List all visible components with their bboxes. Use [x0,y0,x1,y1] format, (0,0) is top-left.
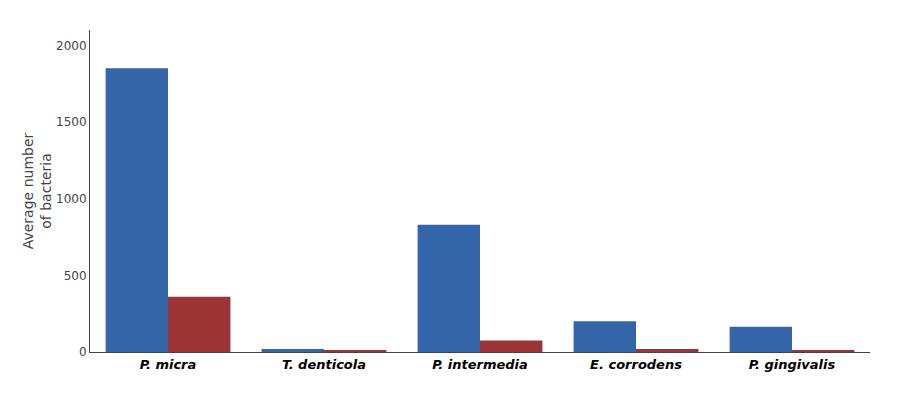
svg-text:0: 0 [79,345,87,359]
svg-text:1500: 1500 [56,115,87,129]
svg-text:500: 500 [64,269,87,283]
svg-text:E. corrodens: E. corrodens [590,357,682,372]
svg-text:T. denticola: T. denticola [282,357,366,372]
svg-text:1000: 1000 [56,192,87,206]
svg-text:P. micra: P. micra [140,357,197,372]
svg-text:P. gingivalis: P. gingivalis [749,357,836,372]
svg-text:P. intermedia: P. intermedia [432,357,528,372]
svg-text:Average numberof bacteria: Average numberof bacteria [20,132,54,249]
svg-text:2000: 2000 [56,39,87,53]
